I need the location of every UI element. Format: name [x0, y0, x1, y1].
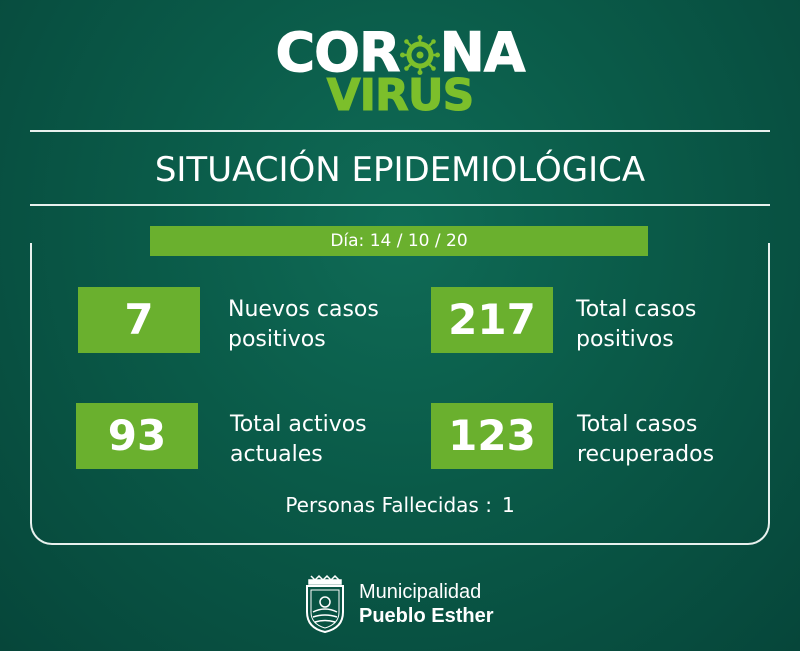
coronavirus-icon: [399, 32, 440, 75]
municipality-name: Municipalidad Pueblo Esther: [359, 580, 493, 628]
stats-frame: [30, 243, 770, 545]
logo-word-corona: COR NA: [275, 21, 526, 84]
recovered-label: Total casos recuperados: [577, 412, 715, 467]
municipality-line2: Pueblo Esther: [359, 605, 494, 627]
corona-virus-logo: COR NA: [0, 21, 800, 121]
logo-word-virus: VIRUS: [326, 70, 475, 121]
divider-bottom: [30, 204, 770, 206]
active-cases-label: Total activos actuales: [230, 412, 367, 467]
total-positive-value: 217: [431, 287, 553, 353]
recovered-value: 123: [431, 403, 553, 469]
deaths-label: Personas Fallecidas :: [285, 493, 492, 517]
total-positive-label: Total casos positivos: [576, 297, 697, 352]
active-cases-value: 93: [76, 403, 198, 469]
deaths-line: Personas Fallecidas : 1: [0, 493, 800, 517]
divider-top: [30, 130, 770, 132]
deaths-value: 1: [501, 493, 515, 517]
municipality-line1: Municipalidad: [359, 581, 482, 603]
municipal-seal-icon: [303, 572, 347, 634]
page-title: SITUACIÓN EPIDEMIOLÓGICA: [154, 150, 646, 190]
new-cases-label: Nuevos casos positivos: [228, 297, 379, 352]
date-label: Día: 14 / 10 / 20: [150, 226, 648, 256]
new-cases-value: 7: [78, 287, 200, 353]
